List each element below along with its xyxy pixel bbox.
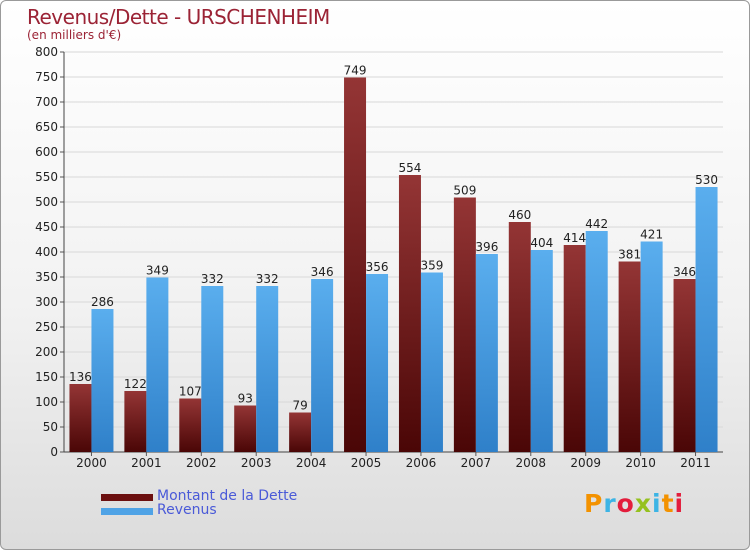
bar-dette [398, 175, 421, 452]
bar-revenus [640, 241, 663, 452]
y-tick-label: 150 [35, 370, 58, 384]
y-tick-label: 50 [43, 420, 58, 434]
y-tick-label: 800 [35, 45, 58, 59]
data-label-revenus: 346 [311, 265, 334, 279]
data-label-dette: 381 [618, 248, 641, 262]
y-tick-label: 700 [35, 95, 58, 109]
data-label-dette: 93 [238, 392, 253, 406]
bar-dette [618, 261, 641, 452]
data-label-dette: 509 [453, 184, 476, 198]
bar-revenus [201, 286, 224, 452]
x-tick-label: 2001 [131, 456, 162, 470]
bar-dette [563, 245, 586, 452]
data-label-dette: 749 [344, 64, 367, 78]
bar-revenus [311, 279, 334, 452]
data-label-dette: 554 [399, 161, 422, 175]
legend-label-dette: Montant de la Dette [157, 488, 298, 504]
data-label-revenus: 421 [640, 228, 663, 242]
logo-letter: o [616, 489, 635, 518]
x-tick-label: 2009 [570, 456, 601, 470]
legend-label-revenus: Revenus [157, 502, 217, 518]
y-tick-label: 250 [35, 320, 58, 334]
bar-revenus [585, 231, 608, 452]
bar-dette [289, 412, 312, 452]
y-tick-label: 450 [35, 220, 58, 234]
x-tick-label: 2010 [625, 456, 656, 470]
data-label-revenus: 359 [421, 259, 444, 273]
bar-dette [124, 391, 147, 452]
data-label-dette: 122 [124, 377, 147, 391]
y-tick-label: 200 [35, 345, 58, 359]
data-label-revenus: 349 [146, 264, 169, 278]
chart-subtitle: (en milliers d'€) [27, 28, 122, 42]
x-tick-label: 2006 [406, 456, 437, 470]
y-tick-label: 300 [35, 295, 58, 309]
bar-revenus [420, 272, 443, 452]
legend-swatch-revenus [101, 508, 153, 515]
data-label-dette: 107 [179, 385, 202, 399]
x-tick-label: 2003 [241, 456, 272, 470]
logo-letter: i [652, 489, 662, 518]
data-label-dette: 414 [563, 231, 586, 245]
x-tick-label: 2007 [461, 456, 492, 470]
bar-revenus [146, 277, 169, 452]
data-label-dette: 460 [508, 208, 531, 222]
data-label-revenus: 332 [201, 272, 224, 286]
data-label-dette: 136 [69, 370, 92, 384]
y-tick-label: 500 [35, 195, 58, 209]
data-label-dette: 79 [292, 399, 307, 413]
data-label-revenus: 332 [256, 272, 279, 286]
logo-letter: i [674, 489, 685, 518]
bar-dette [673, 279, 696, 452]
data-label-revenus: 396 [475, 240, 498, 254]
bar-dette [234, 405, 257, 452]
proxiti-logo: Proxiti [584, 489, 684, 518]
y-tick-label: 750 [35, 70, 58, 84]
data-label-revenus: 356 [366, 260, 389, 274]
logo-letter: r [603, 489, 617, 518]
x-tick-label: 2004 [296, 456, 327, 470]
data-label-revenus: 404 [530, 236, 553, 250]
data-label-revenus: 286 [91, 295, 114, 309]
logo-letter: t [661, 489, 675, 518]
data-label-revenus: 442 [585, 217, 608, 231]
y-tick-label: 650 [35, 120, 58, 134]
bar-revenus [366, 274, 389, 452]
y-tick-label: 0 [50, 445, 58, 459]
bar-dette [69, 384, 92, 452]
y-tick-label: 550 [35, 170, 58, 184]
x-tick-label: 2011 [680, 456, 711, 470]
bar-revenus [256, 286, 279, 452]
y-tick-label: 400 [35, 245, 58, 259]
data-label-dette: 346 [673, 265, 696, 279]
x-tick-label: 2000 [76, 456, 107, 470]
x-tick-label: 2005 [351, 456, 382, 470]
bar-revenus [530, 250, 553, 452]
bar-dette [508, 222, 531, 452]
legend-swatch-dette [101, 494, 153, 501]
bar-revenus [91, 309, 114, 452]
bar-dette [344, 77, 367, 452]
y-tick-label: 350 [35, 270, 58, 284]
x-tick-label: 2002 [186, 456, 217, 470]
y-tick-label: 600 [35, 145, 58, 159]
bar-revenus [475, 254, 498, 452]
logo-letter: P [584, 489, 604, 518]
bar-revenus [695, 187, 718, 452]
x-tick-label: 2008 [516, 456, 547, 470]
logo-letter: x [634, 489, 652, 518]
data-label-revenus: 530 [695, 173, 718, 187]
bar-dette [179, 398, 202, 452]
bar-dette [453, 197, 476, 452]
chart-title: Revenus/Dette - URSCHENHEIM [27, 5, 330, 29]
y-tick-label: 100 [35, 395, 58, 409]
